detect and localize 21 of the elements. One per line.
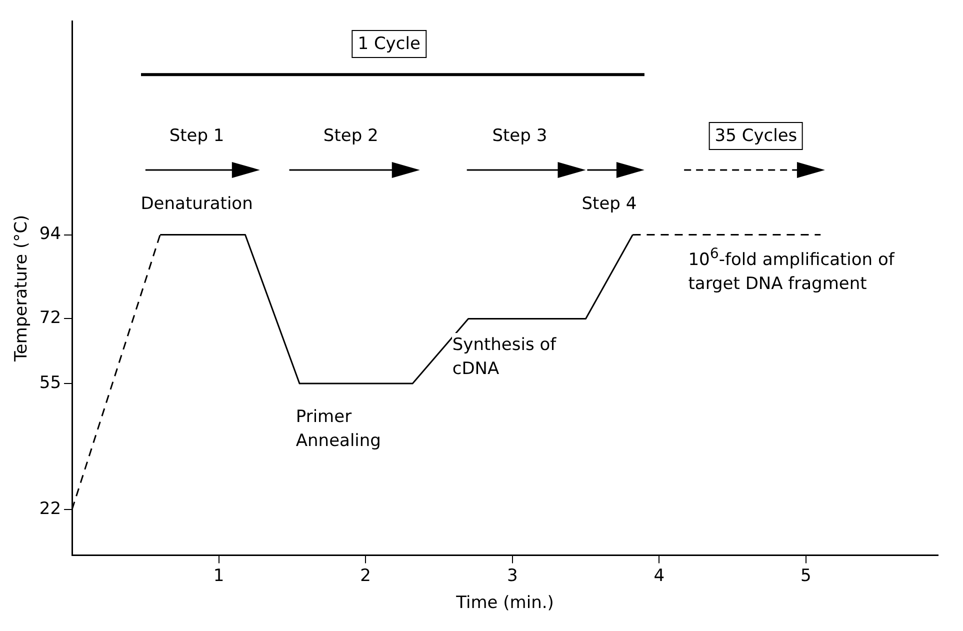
y-axis-title: Temperature (°C) [12,214,32,363]
annotation: Step 4 [582,192,637,216]
annotation: 1 Cycle [352,30,426,58]
y-tick-label: 55 [39,372,62,393]
annotation: Step 3 [492,124,548,148]
annotation: 10$^{6}$-fold amplification of target DNA fragment [688,242,938,296]
x-tick-label: 5 [800,566,812,586]
x-axis-title: Time (min.) [455,593,554,614]
x-tick-label: 2 [360,566,371,586]
y-tick-label: 22 [39,498,62,519]
annotation: Primer Annealing [296,405,406,454]
x-tick-label: 4 [654,566,665,586]
annotation: Step 2 [323,124,378,148]
x-tick-label: 1 [213,566,224,586]
annotation: 35 Cycles [708,122,804,150]
y-tick-label: 72 [39,308,62,328]
annotation: Step 1 [169,124,224,148]
y-tick-label: 94 [39,224,62,244]
x-tick-label: 3 [506,566,518,586]
annotation: Synthesis of cDNA [452,332,572,381]
annotation: Denaturation [140,192,253,216]
